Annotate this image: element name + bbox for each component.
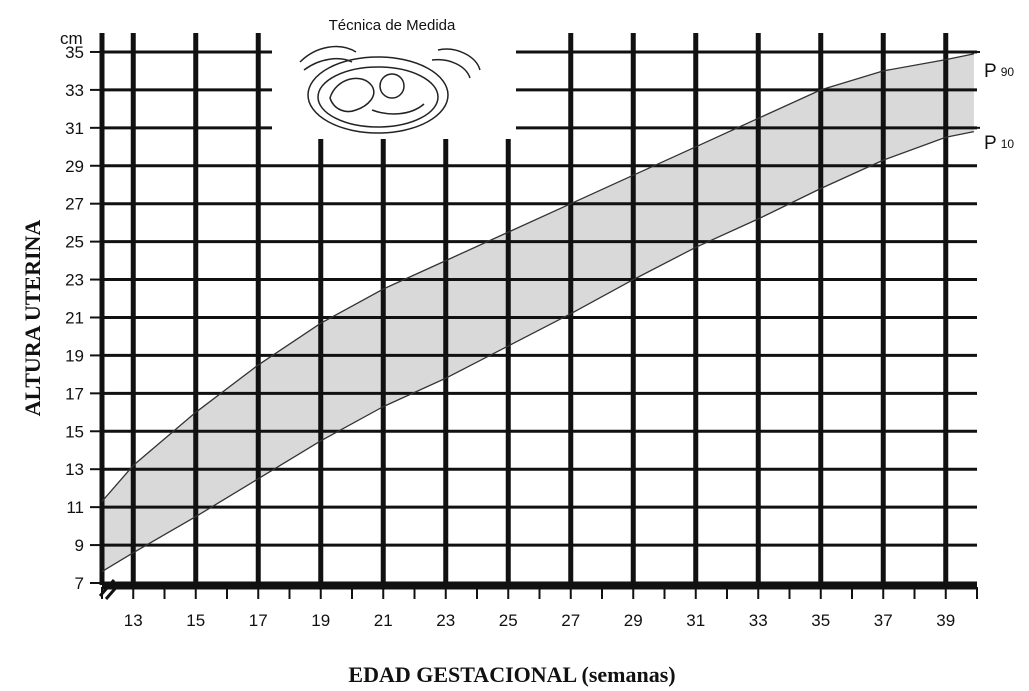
measuring-technique-inset: Técnica de Medida xyxy=(272,5,516,135)
y-tick-label: 31 xyxy=(65,119,84,138)
y-tick-label: 13 xyxy=(65,460,84,479)
y-tick-label: 33 xyxy=(65,81,84,100)
y-tick-label: 25 xyxy=(65,233,84,252)
y-tick-label: 27 xyxy=(65,195,84,214)
axis-break-mark xyxy=(98,579,122,600)
curve-p10 xyxy=(101,130,975,573)
curve-layer xyxy=(101,53,975,573)
y-tick-label: 17 xyxy=(65,384,84,403)
y-tick-label: 29 xyxy=(65,157,84,176)
grid-layer xyxy=(90,33,980,599)
x-tick-label: 27 xyxy=(561,611,580,630)
tick-layer: 7 9 11 13 15 17 19 21 23 25 27 29 31 33 35 13 15 17 19 21 23… xyxy=(65,43,955,630)
x-tick-label: 19 xyxy=(311,611,330,630)
x-tick-label: 25 xyxy=(499,611,518,630)
p90-label: P 90 xyxy=(984,61,1014,82)
x-tick-label: 23 xyxy=(436,611,455,630)
x-tick-label: 17 xyxy=(249,611,268,630)
x-tick-label: 35 xyxy=(811,611,830,630)
x-tick-label: 29 xyxy=(624,611,643,630)
pregnant-abdomen-icon xyxy=(299,45,481,134)
inset-title: Técnica de Medida xyxy=(329,17,456,34)
y-tick-label: 35 xyxy=(65,43,84,62)
y-tick-label: 11 xyxy=(66,498,84,517)
x-tick-label: 33 xyxy=(749,611,768,630)
curve-p90 xyxy=(101,53,975,502)
x-tick-label: 31 xyxy=(686,611,705,630)
x-tick-label: 15 xyxy=(186,611,205,630)
x-tick-label: 13 xyxy=(124,611,143,630)
y-tick-label: 15 xyxy=(65,422,84,441)
x-tick-label: 37 xyxy=(874,611,893,630)
y-tick-label: 19 xyxy=(65,346,84,365)
y-tick-label: 9 xyxy=(75,536,84,555)
x-tick-label: 39 xyxy=(936,611,955,630)
y-axis-title: ALTURA UTERINA xyxy=(20,220,45,417)
y-tick-label: 23 xyxy=(65,271,84,290)
x-tick-label: 21 xyxy=(374,611,393,630)
x-axis-title: EDAD GESTACIONAL (semanas) xyxy=(348,662,675,687)
p10-label: P 10 xyxy=(984,133,1014,154)
y-tick-label: 7 xyxy=(75,574,84,593)
y-tick-label: 21 xyxy=(65,308,84,327)
y-unit-label: cm xyxy=(60,29,83,48)
